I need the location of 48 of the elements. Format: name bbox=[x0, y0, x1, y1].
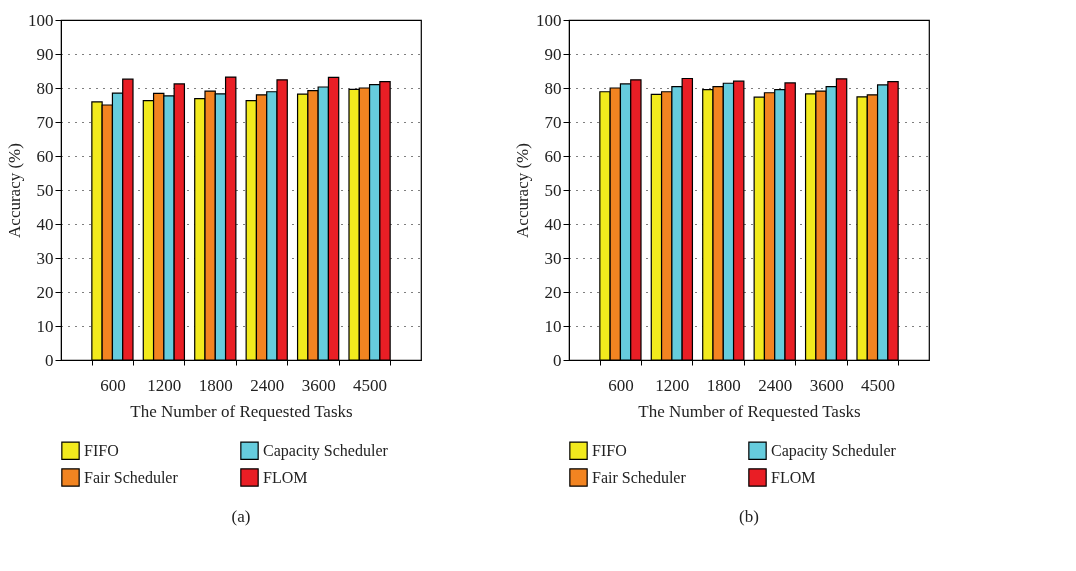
legend-label: Fair Scheduler bbox=[592, 468, 687, 486]
y-tick-label: 90 bbox=[36, 44, 54, 64]
legend-label: Capacity Scheduler bbox=[263, 441, 389, 460]
legend-label: FIFO bbox=[592, 441, 627, 459]
x-tick-label: 4500 bbox=[861, 375, 896, 395]
x-tick-label: 2400 bbox=[250, 375, 285, 395]
y-tick-label: 10 bbox=[544, 316, 562, 336]
legend-label: FIFO bbox=[84, 441, 119, 459]
y-axis-title: Accuracy (%) bbox=[5, 143, 24, 238]
y-tick-label: 100 bbox=[536, 10, 562, 30]
y-tick-label: 80 bbox=[36, 78, 54, 98]
x-tick-label: 4500 bbox=[353, 375, 388, 395]
y-tick-label: 100 bbox=[28, 10, 54, 30]
x-tick-label: 600 bbox=[100, 375, 126, 395]
x-axis-title: The Number of Requested Tasks bbox=[638, 401, 861, 421]
x-tick-label: 3600 bbox=[301, 375, 336, 395]
y-tick-label: 20 bbox=[36, 282, 54, 302]
y-tick-label: 70 bbox=[36, 112, 54, 132]
y-tick-label: 30 bbox=[36, 248, 54, 268]
text: (b) bbox=[739, 507, 759, 526]
legend-label: FLOM bbox=[771, 468, 816, 486]
x-tick-label: 1800 bbox=[198, 375, 233, 395]
y-tick-label: 40 bbox=[544, 214, 562, 234]
x-tick-label: 2400 bbox=[758, 375, 793, 395]
y-tick-label: 10 bbox=[36, 316, 54, 336]
x-tick-label: 1200 bbox=[655, 375, 690, 395]
x-tick-label: 1200 bbox=[147, 375, 182, 395]
legend-label: Fair Scheduler bbox=[84, 468, 179, 486]
y-tick-label: 50 bbox=[544, 180, 562, 200]
legend-label: Capacity Scheduler bbox=[771, 441, 897, 460]
y-tick-label: 70 bbox=[544, 112, 562, 132]
y-tick-label: 20 bbox=[544, 282, 562, 302]
y-tick-label: 90 bbox=[544, 44, 562, 64]
x-tick-label: 600 bbox=[608, 375, 634, 395]
y-tick-label: 40 bbox=[36, 214, 54, 234]
legend-label: FLOM bbox=[263, 468, 308, 486]
y-axis-title: Accuracy (%) bbox=[513, 143, 532, 238]
x-tick-label: 1800 bbox=[706, 375, 741, 395]
x-tick-label: 3600 bbox=[809, 375, 844, 395]
y-tick-label: 30 bbox=[544, 248, 562, 268]
y-tick-label: 0 bbox=[45, 350, 54, 370]
y-tick-label: 60 bbox=[36, 146, 54, 166]
text: (a) bbox=[231, 507, 251, 526]
y-tick-label: 60 bbox=[544, 146, 562, 166]
y-tick-label: 0 bbox=[553, 350, 562, 370]
y-tick-label: 50 bbox=[36, 180, 54, 200]
y-tick-label: 80 bbox=[544, 78, 562, 98]
x-axis-title: The Number of Requested Tasks bbox=[130, 401, 353, 421]
